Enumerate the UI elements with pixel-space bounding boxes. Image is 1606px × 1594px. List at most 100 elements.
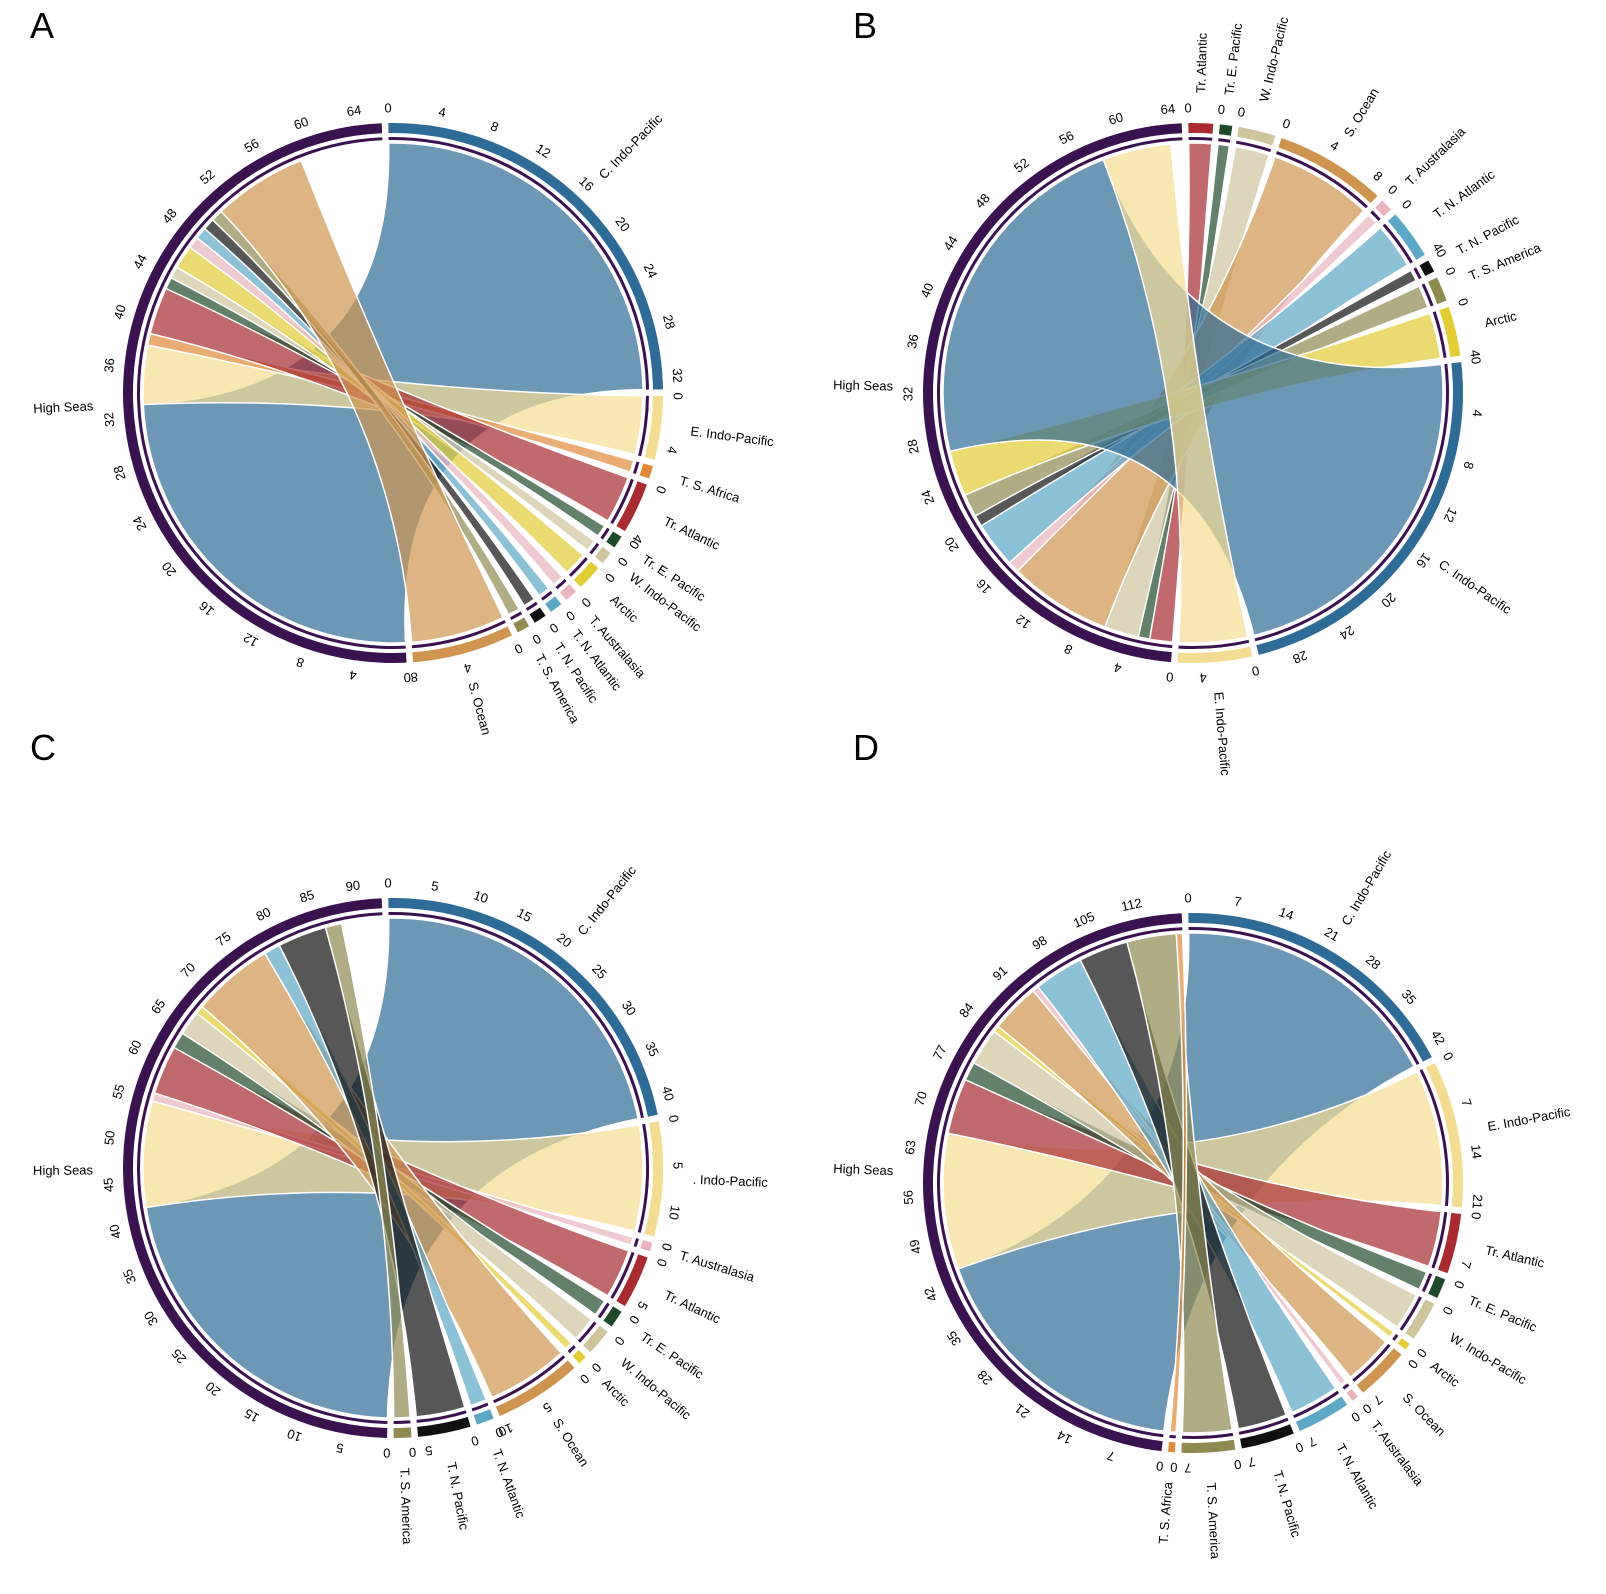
sector-arc [644, 1121, 663, 1237]
sector-inner-ring [567, 1345, 576, 1354]
tick-label: 56 [900, 1190, 916, 1205]
link-t-s-america-to-high-seas [1126, 932, 1234, 1434]
sector-label: T. S. Africa [1156, 1481, 1176, 1545]
sector-inner-ring [1370, 210, 1381, 221]
sector-inner-ring [1421, 1273, 1433, 1293]
sector-inner-ring [1421, 283, 1434, 307]
sector-arc [1387, 214, 1425, 260]
tick-label: 10 [496, 1420, 515, 1440]
tick-label: 8 [1461, 460, 1477, 471]
tick-label: 0 [1348, 1409, 1363, 1425]
sector-arc [640, 1240, 653, 1252]
sector-inner-ring [1178, 639, 1250, 649]
sector-arc [388, 898, 658, 1117]
tick-label: 8 [1370, 168, 1385, 184]
sector-inner-ring [633, 1238, 639, 1248]
sector-label: C. Indo-Pacific [1436, 557, 1514, 618]
tick-label: 0 [626, 1313, 643, 1327]
chord-links [142, 142, 644, 644]
tick-label: 0 [1166, 669, 1174, 685]
sector-t-n-pacific: 0 5 T. N. Pacific [416, 1410, 481, 1532]
tick-label: 7 [1184, 1460, 1192, 1475]
tick-label: 35 [642, 1039, 662, 1058]
sector-inner-ring [597, 1302, 610, 1319]
tick-label: 60 [292, 114, 311, 133]
tick-label: 0 [1468, 356, 1484, 365]
tick-label: 14 [1055, 1427, 1075, 1447]
sector-label: High Seas [33, 398, 94, 416]
sector-high-seas: 0 5 10 15 20 25 30 35 40 45 50 55 60 65 70 75 80 85 90 High… [33, 877, 391, 1460]
tick-label: 8 [410, 670, 418, 685]
tick-label: 0 [579, 595, 594, 611]
sector-tr-e-pacific: 0 Tr. E. Pacific [1421, 1273, 1540, 1335]
tick-label: 21 [1322, 924, 1342, 944]
sector-inner-ring [610, 478, 634, 525]
tick-label: 0 [408, 1445, 416, 1460]
tick-label: 42 [1428, 1027, 1448, 1047]
sector-arc [1428, 1275, 1446, 1299]
tick-label: 40 [110, 303, 128, 321]
tick-label: 80 [254, 904, 274, 924]
sector-arc [616, 481, 647, 532]
sector-arc [1295, 1396, 1348, 1431]
tick-label: 21 [1469, 1194, 1485, 1209]
tick-label: 12 [1013, 612, 1034, 633]
tick-label: 21 [1012, 1401, 1033, 1422]
tick-label: 25 [589, 961, 610, 982]
tick-label: 20 [1378, 590, 1399, 611]
sector-inner-ring [1276, 151, 1368, 209]
sector-label: High Seas [33, 1162, 94, 1178]
sector-e-indo-pacific: 0 4 E. Indo-Pacific [638, 392, 775, 460]
sector-inner-ring [1352, 1343, 1391, 1382]
sector-arc [529, 607, 546, 623]
sector-label: S. Ocean [465, 680, 494, 736]
chord-links [142, 917, 644, 1419]
link-arctic-to-high-seas [175, 246, 585, 574]
tick-label: 77 [930, 1042, 950, 1062]
tick-label: 36 [904, 333, 921, 350]
sector-inner-ring [471, 1402, 489, 1412]
tick-label: 0 [469, 1433, 480, 1449]
tick-label: 15 [514, 905, 534, 925]
tick-label: 91 [990, 963, 1011, 984]
tick-label: 35 [944, 1328, 964, 1348]
sector-inner-ring [493, 1355, 566, 1404]
tick-label: 75 [213, 929, 234, 950]
sector-inner-ring [416, 1410, 467, 1423]
tick-label: 0 [653, 484, 670, 496]
sector-arc [639, 463, 653, 479]
tick-label: 4 [1328, 137, 1342, 154]
sector-label: T. N. Pacific [444, 1461, 472, 1532]
tick-label: 16 [576, 173, 597, 194]
link-t-s-africa-to-high-seas [1169, 932, 1188, 1434]
tick-label: 7 [1105, 1448, 1116, 1464]
sector-e-indo-pacific: 0 4 E. Indo-Pacific [1177, 639, 1261, 777]
sector-label: Tr. Atlantic [662, 1287, 723, 1326]
sector-t-australasia: 0T. Australasia [633, 1238, 757, 1285]
tick-label: 112 [1120, 895, 1143, 914]
tick-label: 0 [1455, 296, 1472, 308]
sector-inner-ring [638, 395, 649, 457]
link-w-indo-pacific-to-high-seas [170, 266, 596, 552]
tick-label: 25 [169, 1346, 190, 1367]
tick-label: 7 [1233, 894, 1243, 910]
tick-label: 28 [904, 438, 921, 455]
sector-inner-ring [1293, 1390, 1340, 1419]
tick-label: 30 [141, 1308, 161, 1328]
tick-label: 4 [1199, 670, 1207, 685]
sector-arc [606, 531, 622, 548]
sector-arc [1405, 1299, 1435, 1339]
tick-label: 0 [654, 1257, 671, 1269]
sector-arc [1168, 1441, 1176, 1453]
tick-label: 56 [242, 135, 262, 155]
tick-label: 45 [101, 1177, 117, 1192]
tick-label: 40 [106, 1223, 124, 1240]
sector-inner-ring [1413, 267, 1422, 280]
tick-label: 60 [1107, 109, 1125, 127]
tick-label: 85 [298, 887, 316, 906]
tick-label: 16 [196, 598, 217, 619]
tick-label: 36 [101, 357, 117, 373]
panel-letter: C [30, 727, 56, 768]
sector-arc [495, 1360, 575, 1416]
